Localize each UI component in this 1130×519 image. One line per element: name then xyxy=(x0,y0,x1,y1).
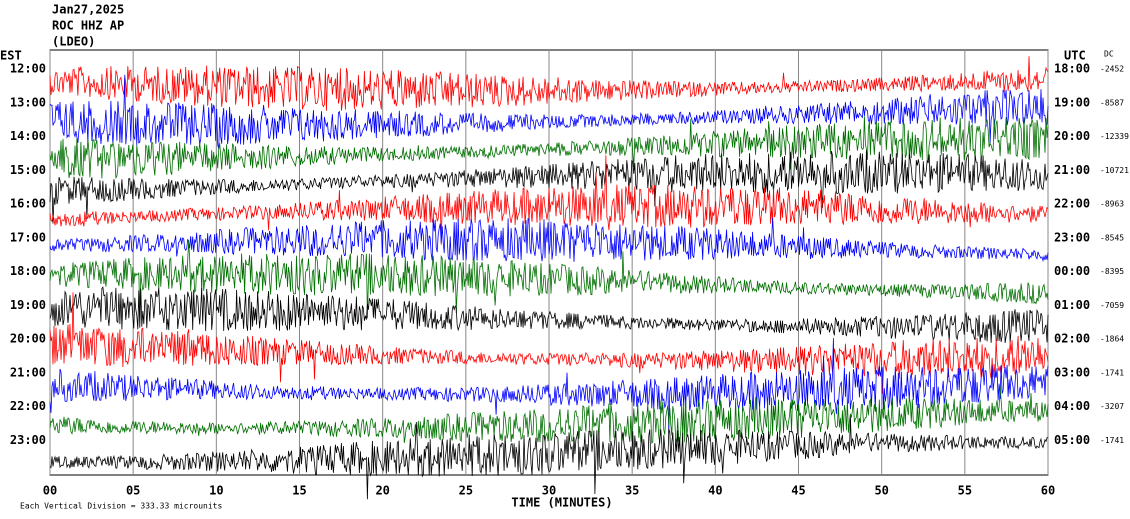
est-label: 13:00 xyxy=(10,95,46,109)
right-label: UTC xyxy=(1064,49,1086,63)
trace xyxy=(49,116,1049,179)
est-label: 12:00 xyxy=(10,62,46,76)
trace xyxy=(49,416,1049,500)
dc-value: -8395 xyxy=(1100,267,1124,276)
x-tick-label: 40 xyxy=(708,484,722,498)
utc-label: 18:00 xyxy=(1054,62,1090,76)
trace xyxy=(49,217,1049,263)
utc-label: 23:00 xyxy=(1054,230,1090,244)
header-line: ROC HHZ AP xyxy=(52,19,124,33)
est-label: 16:00 xyxy=(10,197,46,211)
trace xyxy=(49,292,1049,394)
dc-value: -8545 xyxy=(1100,233,1124,242)
utc-label: 19:00 xyxy=(1054,95,1090,109)
est-label: 23:00 xyxy=(10,433,46,447)
dc-value: -8963 xyxy=(1100,200,1124,209)
trace xyxy=(49,286,1049,344)
utc-label: 05:00 xyxy=(1054,433,1090,447)
x-tick-label: 00 xyxy=(43,484,57,498)
utc-label: 20:00 xyxy=(1054,129,1090,143)
utc-label: 21:00 xyxy=(1054,163,1090,177)
x-tick-label: 50 xyxy=(874,484,888,498)
trace xyxy=(49,240,1049,319)
dc-value: -8587 xyxy=(1100,98,1124,107)
utc-label: 00:00 xyxy=(1054,264,1090,278)
footnote: Each Vertical Division = 333.33 microuni… xyxy=(20,502,222,511)
utc-label: 04:00 xyxy=(1054,399,1090,413)
dc-value: -2452 xyxy=(1100,65,1124,74)
x-tick-label: 45 xyxy=(791,484,805,498)
trace xyxy=(49,338,1049,434)
utc-label: 03:00 xyxy=(1054,365,1090,379)
trace xyxy=(49,74,1049,149)
left-label: EST xyxy=(0,49,22,63)
est-label: 15:00 xyxy=(10,163,46,177)
x-axis-label: TIME (MINUTES) xyxy=(511,496,612,510)
x-tick-label: 60 xyxy=(1041,484,1055,498)
est-label: 14:00 xyxy=(10,129,46,143)
utc-label: 22:00 xyxy=(1054,197,1090,211)
dc-value: -1864 xyxy=(1100,335,1124,344)
est-label: 18:00 xyxy=(10,264,46,278)
x-tick-label: 35 xyxy=(625,484,639,498)
dc-value: -12339 xyxy=(1100,132,1129,141)
est-label: 19:00 xyxy=(10,298,46,312)
trace xyxy=(49,155,1049,245)
x-tick-label: 30 xyxy=(542,484,556,498)
dc-value: -1741 xyxy=(1100,368,1124,377)
utc-label: 01:00 xyxy=(1054,298,1090,312)
header-line: Jan27,2025 xyxy=(52,3,124,17)
dc-label: DC xyxy=(1104,50,1114,59)
dc-value: -1741 xyxy=(1100,436,1124,445)
dc-value: -3207 xyxy=(1100,402,1124,411)
header-line: (LDEO) xyxy=(52,35,95,49)
dc-value: -10721 xyxy=(1100,166,1129,175)
trace xyxy=(49,385,1049,445)
traces xyxy=(49,56,1049,500)
x-tick-label: 15 xyxy=(292,484,306,498)
est-label: 21:00 xyxy=(10,365,46,379)
est-label: 20:00 xyxy=(10,332,46,346)
x-tick-label: 05 xyxy=(126,484,140,498)
est-label: 22:00 xyxy=(10,399,46,413)
est-label: 17:00 xyxy=(10,230,46,244)
x-tick-label: 25 xyxy=(459,484,473,498)
grid xyxy=(49,50,1049,475)
dc-value: -7059 xyxy=(1100,301,1124,310)
trace xyxy=(49,56,1049,111)
x-tick-label: 55 xyxy=(958,484,972,498)
x-tick-label: 20 xyxy=(375,484,389,498)
x-tick-label: 10 xyxy=(209,484,223,498)
utc-label: 02:00 xyxy=(1054,332,1090,346)
